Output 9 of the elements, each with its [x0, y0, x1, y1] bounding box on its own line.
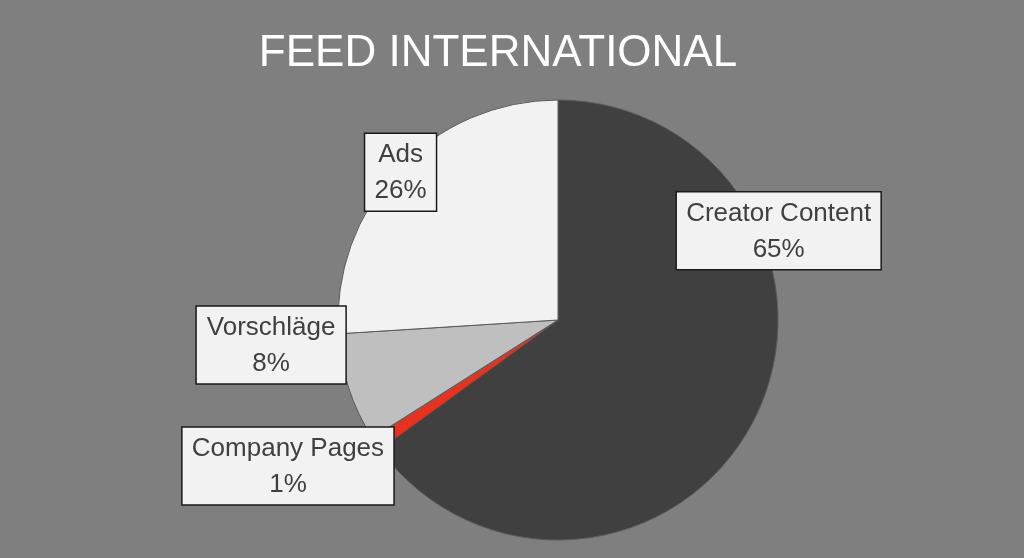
- slice-label: Creator Content: [686, 196, 872, 227]
- slice-label: Vorschläge: [206, 311, 336, 342]
- data-label: 26%: [374, 174, 427, 205]
- slice-label: Company Pages: [191, 432, 385, 463]
- data-label: 65%: [752, 232, 805, 263]
- data-label: 8%: [252, 347, 290, 378]
- slice-label: Ads: [378, 138, 423, 169]
- chart-title: FEED INTERNATIONAL: [258, 26, 738, 75]
- data-label: 1%: [269, 468, 307, 499]
